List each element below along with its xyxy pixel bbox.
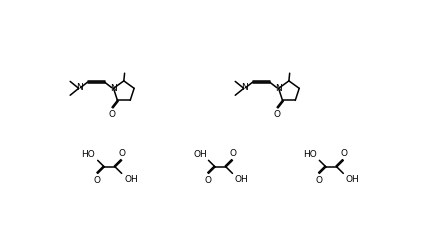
Text: O: O bbox=[340, 149, 347, 158]
Text: N: N bbox=[240, 83, 247, 92]
Text: O: O bbox=[108, 110, 115, 119]
Text: O: O bbox=[229, 149, 236, 158]
Text: O: O bbox=[204, 176, 211, 185]
Text: N: N bbox=[76, 83, 82, 92]
Text: OH: OH bbox=[194, 150, 207, 159]
Text: OH: OH bbox=[124, 175, 138, 184]
Text: N: N bbox=[110, 84, 117, 93]
Text: HO: HO bbox=[81, 150, 95, 159]
Text: OH: OH bbox=[234, 175, 248, 184]
Text: OH: OH bbox=[345, 175, 359, 184]
Text: O: O bbox=[273, 110, 280, 119]
Text: O: O bbox=[119, 149, 126, 158]
Text: HO: HO bbox=[303, 150, 316, 159]
Text: N: N bbox=[275, 84, 281, 93]
Text: O: O bbox=[93, 176, 100, 185]
Text: O: O bbox=[314, 176, 321, 185]
